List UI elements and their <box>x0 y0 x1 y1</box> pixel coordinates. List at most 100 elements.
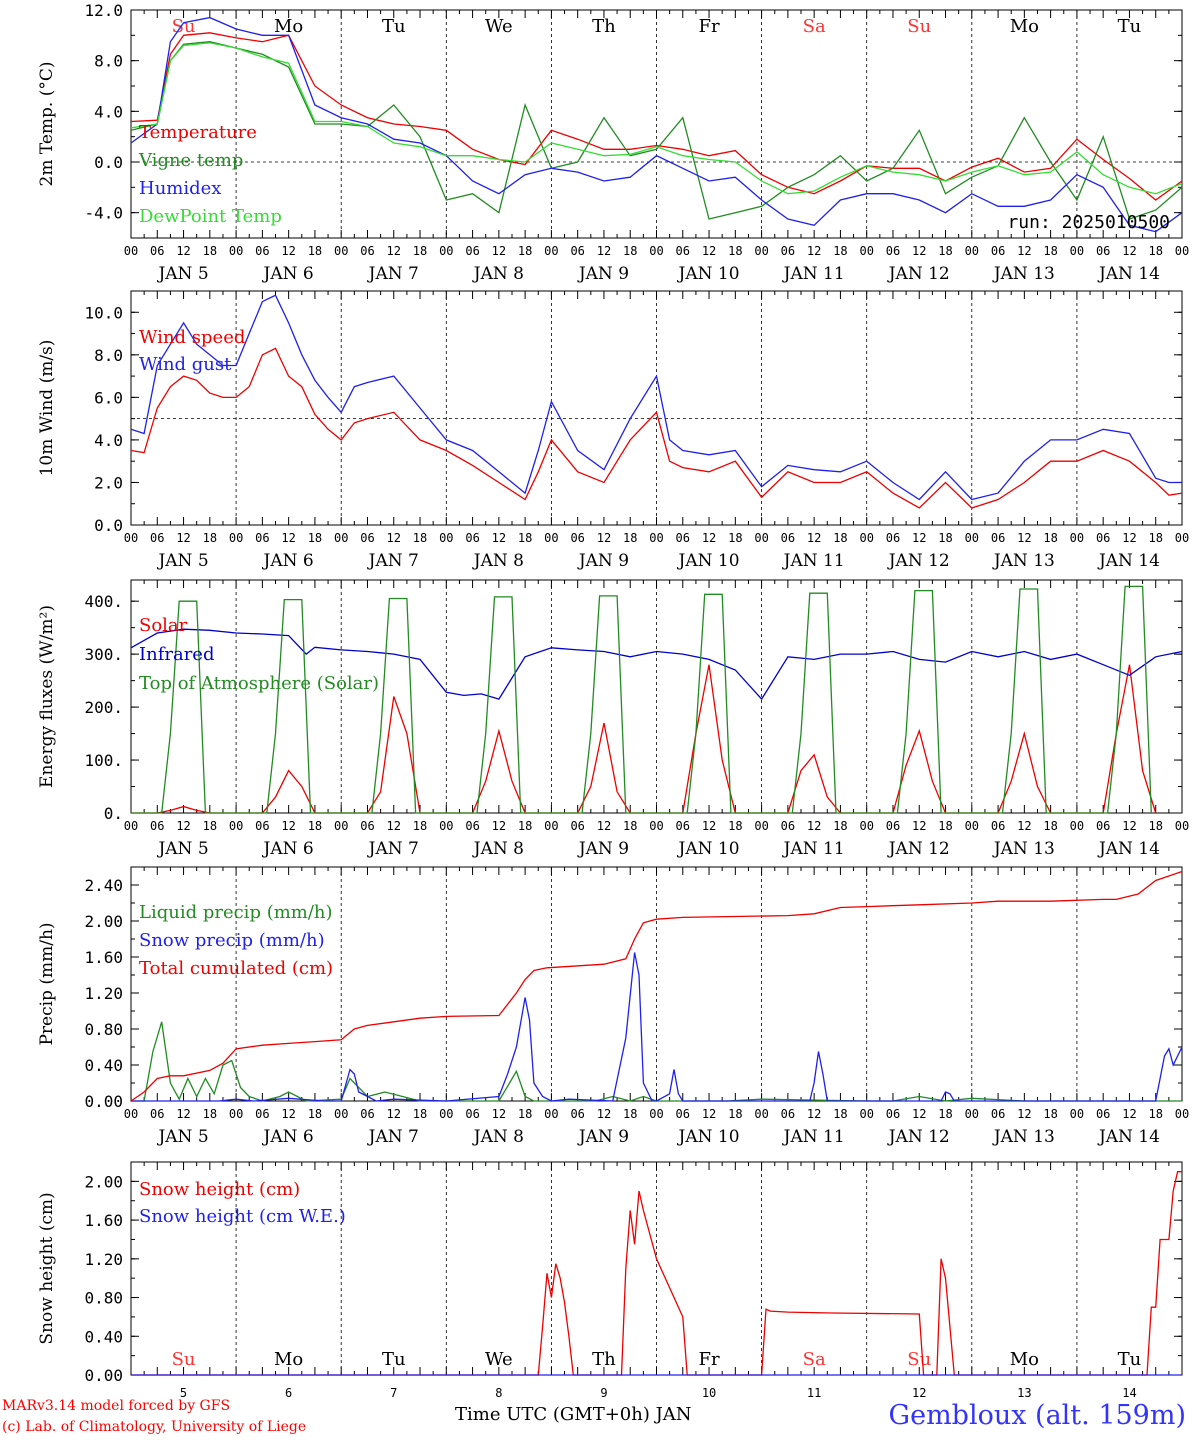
y-tick-label: 200. <box>84 698 123 717</box>
hour-label: 12 <box>702 1107 716 1121</box>
weekday-label: Th <box>592 16 616 37</box>
series-line <box>130 347 1183 509</box>
legend-entry: Liquid precip (mm/h) <box>139 902 333 923</box>
hour-label: 12 <box>807 244 821 258</box>
hour-label: 12 <box>702 244 716 258</box>
y-tick-label: 8.0 <box>94 52 123 71</box>
hour-label: 18 <box>938 531 952 545</box>
y-tick-label: 1.60 <box>84 948 123 967</box>
date-label: JAN 5 <box>156 264 208 284</box>
hour-label: 00 <box>229 531 243 545</box>
legend-entry: Snow height (cm W.E.) <box>139 1206 346 1227</box>
y-tick-label: 0.00 <box>84 1092 123 1111</box>
hour-label: 18 <box>413 1107 427 1121</box>
hour-label: 00 <box>754 1107 768 1121</box>
hour-label: 18 <box>413 531 427 545</box>
date-label: JAN 6 <box>262 551 314 571</box>
hour-label: 18 <box>728 531 742 545</box>
hour-label: 00 <box>859 819 873 833</box>
hour-label: 12 <box>702 819 716 833</box>
date-label: JAN 11 <box>782 1127 845 1147</box>
bottom-day-number: 14 <box>1122 1386 1136 1400</box>
hour-label: 06 <box>150 531 164 545</box>
hour-label: 06 <box>570 1107 584 1121</box>
y-tick-label: 2.40 <box>84 876 123 895</box>
hour-label: 00 <box>965 244 979 258</box>
hour-label: 06 <box>676 819 690 833</box>
date-label: JAN 8 <box>472 264 524 284</box>
hour-label: 00 <box>1175 819 1189 833</box>
hour-label: 12 <box>492 1107 506 1121</box>
hour-label: 06 <box>676 1107 690 1121</box>
hour-label: 00 <box>334 531 348 545</box>
weekday-label: Mo <box>274 1349 303 1370</box>
hour-label: 12 <box>281 819 295 833</box>
date-label: JAN 14 <box>1097 1127 1160 1147</box>
hour-label: 06 <box>465 1107 479 1121</box>
weekday-label: Fr <box>699 16 720 37</box>
hour-label: 12 <box>702 531 716 545</box>
hour-label: 12 <box>912 244 926 258</box>
weekday-label: Mo <box>1010 16 1039 37</box>
y-tick-label: 2.00 <box>84 1172 123 1191</box>
hour-label: 06 <box>1096 531 1110 545</box>
series-line <box>130 294 1182 501</box>
hour-label: 00 <box>1070 531 1084 545</box>
bottom-day-number: 13 <box>1017 1386 1031 1400</box>
hour-label: 06 <box>781 531 795 545</box>
y-tick-label: 0.80 <box>84 1020 123 1039</box>
hour-label: 18 <box>728 1107 742 1121</box>
hour-label: 12 <box>176 819 190 833</box>
date-label: JAN 14 <box>1097 551 1160 571</box>
hour-label: 18 <box>1148 819 1162 833</box>
date-label: JAN 11 <box>782 264 845 284</box>
hour-label: 00 <box>1175 244 1189 258</box>
hour-label: 12 <box>387 244 401 258</box>
hour-label: 06 <box>570 244 584 258</box>
bottom-day-number: 7 <box>390 1386 397 1400</box>
date-label: JAN 13 <box>992 839 1055 859</box>
hour-label: 06 <box>991 1107 1005 1121</box>
series-line <box>131 952 1183 1102</box>
hour-label: 06 <box>465 819 479 833</box>
hour-label: 06 <box>360 531 374 545</box>
hour-label: 12 <box>1017 531 1031 545</box>
hour-label: 00 <box>1070 244 1084 258</box>
date-label: JAN 5 <box>156 1127 208 1147</box>
hour-label: 06 <box>1096 244 1110 258</box>
y-axis-label: Energy fluxes (W/m²) <box>37 605 57 788</box>
hour-label: 18 <box>833 531 847 545</box>
date-label: JAN 8 <box>472 551 524 571</box>
y-axis-label: 2m Temp. (°C) <box>37 61 57 186</box>
hour-label: 18 <box>413 244 427 258</box>
weekday-label: Sa <box>803 16 826 37</box>
hour-label: 12 <box>597 244 611 258</box>
hour-label: 12 <box>1122 1107 1136 1121</box>
hour-label: 18 <box>938 1107 952 1121</box>
y-tick-label: 2.00 <box>84 912 123 931</box>
legend-entry: Wind speed <box>139 327 245 348</box>
hour-label: 06 <box>991 819 1005 833</box>
hour-label: 06 <box>255 1107 269 1121</box>
hour-label: 18 <box>203 531 217 545</box>
hour-label: 18 <box>623 531 637 545</box>
date-label: JAN 10 <box>677 551 740 571</box>
y-tick-label: 0.40 <box>84 1327 123 1346</box>
date-label: JAN 11 <box>782 551 845 571</box>
date-label: JAN 7 <box>367 264 419 284</box>
hour-label: 00 <box>965 531 979 545</box>
hour-label: 06 <box>360 1107 374 1121</box>
hour-label: 06 <box>465 244 479 258</box>
hour-label: 12 <box>176 244 190 258</box>
y-tick-label: 12.0 <box>84 1 123 20</box>
hour-label: 18 <box>1148 531 1162 545</box>
hour-label: 18 <box>518 531 532 545</box>
weekday-label: Tu <box>382 16 406 37</box>
legend-entry: Top of Atmosphere (Solar) <box>139 673 379 694</box>
series-line <box>130 41 1183 220</box>
hour-label: 00 <box>124 1107 138 1121</box>
y-tick-label: -4.0 <box>84 204 123 223</box>
hour-label: 06 <box>991 244 1005 258</box>
legend-entry: Wind gust <box>139 354 232 375</box>
date-label: JAN 9 <box>577 839 629 859</box>
